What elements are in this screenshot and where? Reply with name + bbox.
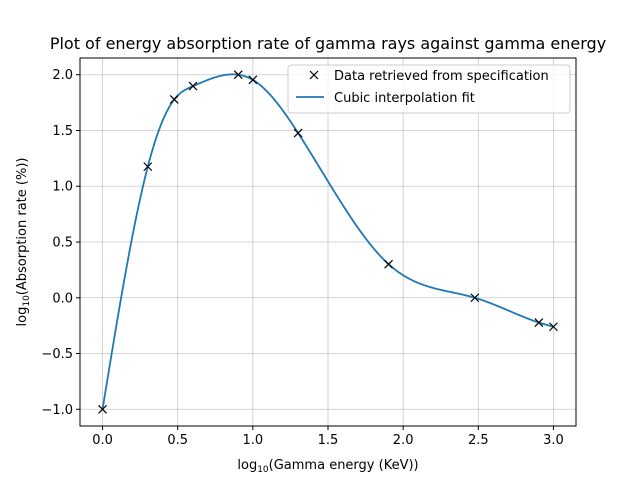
data-point-stroke (293, 128, 303, 138)
legend: Data retrieved from specification Cubic … (287, 64, 571, 114)
data-point-stroke (98, 404, 107, 414)
data-point-stroke (549, 322, 558, 332)
legend-marker-icon (309, 70, 319, 80)
x-tick-label: 3.0 (543, 433, 564, 448)
data-point (293, 128, 303, 138)
data-point (248, 75, 258, 85)
data-point (233, 70, 243, 80)
x-tick-label: 1.0 (243, 433, 264, 448)
data-point (98, 404, 107, 414)
data-point-stroke (248, 75, 258, 85)
axis-ticks: 0.0 0.5 1.0 1.5 2.0 2.5 3.0 −1.0 −0.5 0.0 0.5 1.0 1.… (41, 68, 563, 448)
y-tick-label: 0.0 (52, 291, 73, 306)
x-tick-label: 2.0 (393, 433, 414, 448)
data-point-stroke (233, 70, 243, 80)
data-point-stroke (384, 259, 393, 269)
legend-label-data: Data retrieved from specification (334, 69, 549, 84)
y-tick-label: 1.0 (52, 180, 73, 195)
data-point (384, 259, 393, 269)
y-tick-label: −0.5 (41, 347, 73, 362)
data-point-stroke (534, 318, 544, 327)
x-tick-label: 0.0 (92, 433, 113, 448)
y-axis-label: log10(Absorption rate (%)) (15, 158, 32, 327)
data-point-stroke (470, 293, 480, 303)
legend-box (287, 64, 571, 114)
data-point (188, 81, 198, 91)
chart-title: Plot of energy absorption rate of gamma … (50, 34, 606, 53)
y-tick-label: −1.0 (41, 403, 73, 418)
data-point (169, 95, 179, 104)
x-tick-label: 0.5 (167, 433, 188, 448)
x-axis-label: log10(Gamma energy (KeV)) (237, 458, 418, 475)
data-point-stroke (169, 95, 179, 104)
y-tick-label: 2.0 (52, 68, 73, 83)
data-point (470, 293, 480, 303)
data-point (143, 162, 153, 172)
data-point-stroke (188, 81, 198, 91)
data-point (534, 318, 544, 327)
x-tick-label: 1.5 (318, 433, 339, 448)
y-tick-label: 0.5 (52, 236, 73, 251)
plot-markers (98, 70, 558, 414)
data-point (549, 322, 558, 332)
y-tick-label: 1.5 (52, 124, 73, 139)
legend-label-fit: Cubic interpolation fit (334, 91, 475, 106)
x-tick-label: 2.5 (468, 433, 489, 448)
data-point-stroke (143, 162, 153, 172)
